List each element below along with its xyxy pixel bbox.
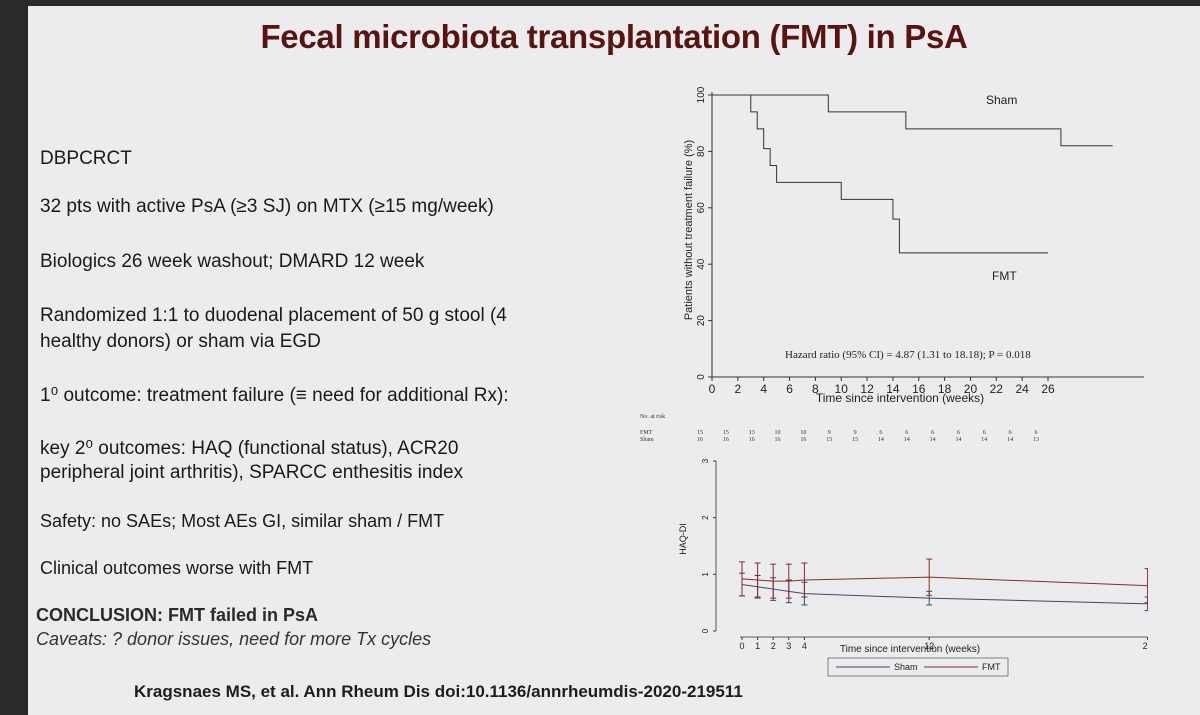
km-x-tick-label: 22 [990,382,1004,396]
km-risk-value: 15 [852,437,858,443]
bullet-washout: Biologics 26 week washout; DMARD 12 week [40,251,425,272]
km-x-tick-label: 26 [1041,382,1055,396]
haq-x-tick-label: 12 [924,641,934,651]
slide: Fecal microbiota transplantation (FMT) i… [28,6,1200,715]
haq-legend-fmt: FMT [982,662,1001,672]
km-risk-value: 10 [775,430,781,436]
slide-title: Fecal microbiota transplantation (FMT) i… [260,18,968,55]
haq-x-tick-label: 2 [771,641,776,651]
bullet-secondary-outcome-2: peripheral joint arthritis), SPARCC enth… [40,462,464,483]
km-risk-value: 14 [878,437,884,443]
km-risk-value: 6 [879,430,882,436]
km-hazard-ratio: Hazard ratio (95% CI) = 4.87 (1.31 to 18… [785,349,1031,361]
km-x-tick-label: 16 [912,382,926,396]
haq-y-tick-label: 3 [701,458,710,463]
km-risk-value: 9 [854,430,857,436]
km-risk-value: 15 [723,430,729,436]
km-risk-value: 15 [826,437,832,443]
bullet-primary-outcome: 1⁰ outcome: treatment failure (≡ need fo… [40,385,509,406]
km-x-tick-label: 18 [938,382,952,396]
km-risk-value: 14 [930,437,936,443]
bullet-randomization-1: Randomized 1:1 to duodenal placement of … [40,305,507,326]
km-y-tick-label: 20 [696,315,707,327]
km-x-tick-label: 2 [735,382,742,396]
km-risk-value: 6 [931,430,934,436]
bullet-secondary-outcome-1: key 2⁰ outcomes: HAQ (functional status)… [40,438,459,459]
km-risk-value: 9 [828,430,831,436]
km-series-fmt [712,94,1048,254]
km-xlabel: Time since intervention (weeks) [816,391,984,405]
km-risk-value: 16 [775,437,781,443]
bullet-randomization-2: healthy donors) or sham via EGD [40,331,321,352]
km-risk-value: 16 [697,437,703,443]
km-risk-value: 16 [800,437,806,443]
km-risk-value: 14 [904,437,910,443]
km-series-sham [712,94,1113,147]
km-x-tick-label: 0 [709,382,716,396]
haq-x-tick-label: 1 [755,641,760,651]
haq-ylabel: HAQ-DI [678,523,688,555]
bullet-population: 32 pts with active PsA (≥3 SJ) on MTX (≥… [40,196,494,217]
km-x-tick-label: 14 [886,382,900,396]
km-risk-value: 6 [1009,430,1012,436]
km-risk-value: 6 [957,430,960,436]
km-risk-value: 14 [1007,437,1013,443]
haq-y-tick-label: 0 [701,628,710,633]
km-risk-value: 16 [749,437,755,443]
haq-x-tick-label: 4 [802,641,807,651]
km-legend-sham: Sham [986,93,1017,107]
bullet-design: DBPCRCT [40,148,132,169]
km-x-tick-label: 4 [760,382,767,396]
km-x-tick-label: 20 [964,382,978,396]
km-y-tick-label: 0 [696,374,707,380]
km-risk-value: 13 [749,430,755,436]
caveats: Caveats: ? donor issues, need for more T… [36,629,432,649]
haq-legend-box [827,657,1009,677]
km-risk-value: 13 [1033,437,1039,443]
km-legend-fmt: FMT [992,269,1017,283]
km-risk-value: 15 [697,430,703,436]
km-y-tick-label: 100 [696,86,707,103]
haq-series-fmt [741,576,1148,587]
haq-y-tick-label: 1 [701,572,710,577]
km-risk-value: 14 [981,437,987,443]
km-risk-value: 16 [723,437,729,443]
haq-x-tick-label: 0 [739,641,744,651]
haq-x-tick-label: 26 [1143,641,1148,651]
km-risk-value: 14 [955,437,961,443]
km-risk-label: No. at risk [640,414,665,420]
km-x-tick-label: 24 [1015,382,1029,396]
km-x-tick-label: 8 [812,382,819,396]
km-risk-value: 6 [983,430,986,436]
km-risk-value: 6 [905,430,908,436]
bullet-clinical-outcomes: Clinical outcomes worse with FMT [40,558,314,578]
haq-x-tick-label: 3 [786,641,791,651]
haq-legend-sham: Sham [894,662,918,672]
km-risk-row-fmt: FMT [640,430,653,436]
haq-series-sham [741,584,1148,605]
bullet-safety: Safety: no SAEs; Most AEs GI, similar sh… [40,511,445,531]
km-x-tick-label: 6 [786,382,793,396]
haq-chart: 0123012341226 HAQ-DI Time since interven… [678,458,1148,677]
km-x-tick-label: 12 [860,382,874,396]
km-risk-row-sham: Sham [640,437,654,443]
conclusion: CONCLUSION: FMT failed in PsA [36,605,319,625]
haq-y-tick-label: 2 [701,515,710,520]
km-risk-value: 6 [1035,430,1038,436]
citation: Kragsnaes MS, et al. Ann Rheum Dis doi:1… [134,682,743,701]
km-y-tick-label: 40 [696,258,707,270]
km-x-tick-label: 10 [835,382,849,396]
km-y-tick-label: 80 [696,145,707,157]
km-risk-value: 10 [800,430,806,436]
km-ylabel: Patients without treatment failure (%) [683,140,695,320]
haq-xlabel: Time since intervention (weeks) [840,644,980,655]
km-y-tick-label: 60 [696,202,707,214]
